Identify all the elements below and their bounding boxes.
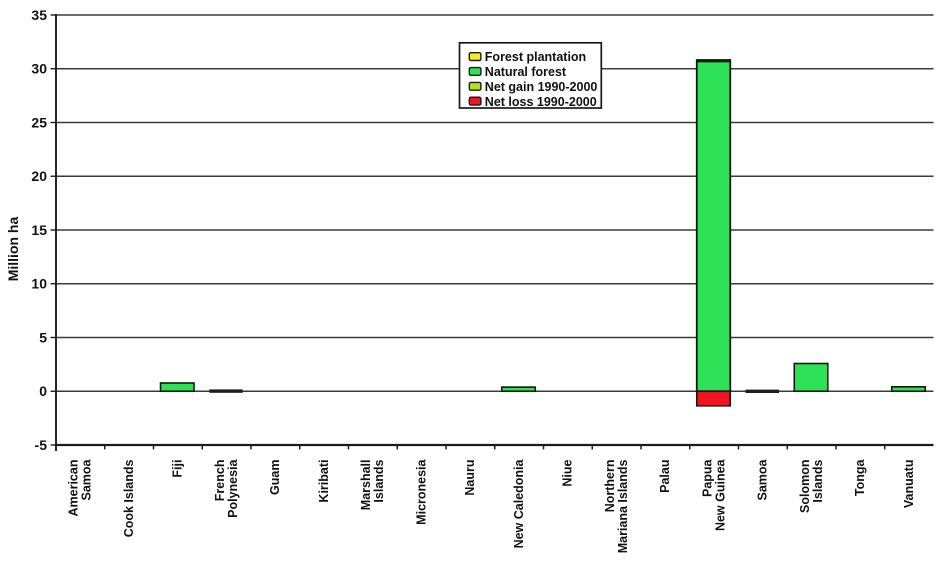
svg-text:Islands: Islands xyxy=(372,459,386,502)
svg-text:Palau: Palau xyxy=(658,460,672,493)
svg-text:Nauru: Nauru xyxy=(463,460,477,496)
svg-text:Micronesia: Micronesia xyxy=(414,458,428,524)
svg-text:Guam: Guam xyxy=(268,460,282,495)
svg-text:Kiribati: Kiribati xyxy=(317,460,331,503)
svg-text:5: 5 xyxy=(39,329,47,345)
svg-text:New Guinea: New Guinea xyxy=(713,458,727,531)
svg-text:Mariana Islands: Mariana Islands xyxy=(616,459,630,553)
svg-text:American: American xyxy=(67,460,81,517)
svg-text:25: 25 xyxy=(31,114,47,130)
svg-text:Natural forest: Natural forest xyxy=(485,65,567,79)
svg-text:New Caledonia: New Caledonia xyxy=(512,458,526,548)
svg-text:Net loss 1990-2000: Net loss 1990-2000 xyxy=(485,95,597,109)
svg-text:30: 30 xyxy=(31,61,47,77)
svg-text:Net gain 1990-2000: Net gain 1990-2000 xyxy=(485,80,598,94)
svg-text:35: 35 xyxy=(31,7,47,23)
svg-text:Fiji: Fiji xyxy=(171,460,185,478)
svg-text:Islands: Islands xyxy=(811,459,825,502)
svg-text:Northern: Northern xyxy=(603,460,617,513)
svg-text:Marshall: Marshall xyxy=(359,460,373,511)
svg-text:Million ha: Million ha xyxy=(5,217,21,282)
svg-text:Cook Islands: Cook Islands xyxy=(122,459,136,537)
svg-text:Niue: Niue xyxy=(561,459,575,486)
svg-text:Tonga: Tonga xyxy=(853,458,867,496)
svg-text:Forest plantation: Forest plantation xyxy=(485,50,586,64)
svg-text:Samoa: Samoa xyxy=(756,458,770,500)
svg-text:15: 15 xyxy=(31,222,47,238)
svg-text:Samoa: Samoa xyxy=(80,458,94,500)
svg-text:20: 20 xyxy=(31,168,47,184)
svg-text:Vanuatu: Vanuatu xyxy=(902,460,916,509)
svg-text:Polynesia: Polynesia xyxy=(226,458,240,517)
svg-text:-5: -5 xyxy=(35,437,48,453)
svg-text:Solomon: Solomon xyxy=(798,460,812,513)
svg-text:Papua: Papua xyxy=(700,458,714,497)
svg-text:French: French xyxy=(213,460,227,502)
svg-text:10: 10 xyxy=(31,276,47,292)
svg-text:0: 0 xyxy=(39,383,47,399)
